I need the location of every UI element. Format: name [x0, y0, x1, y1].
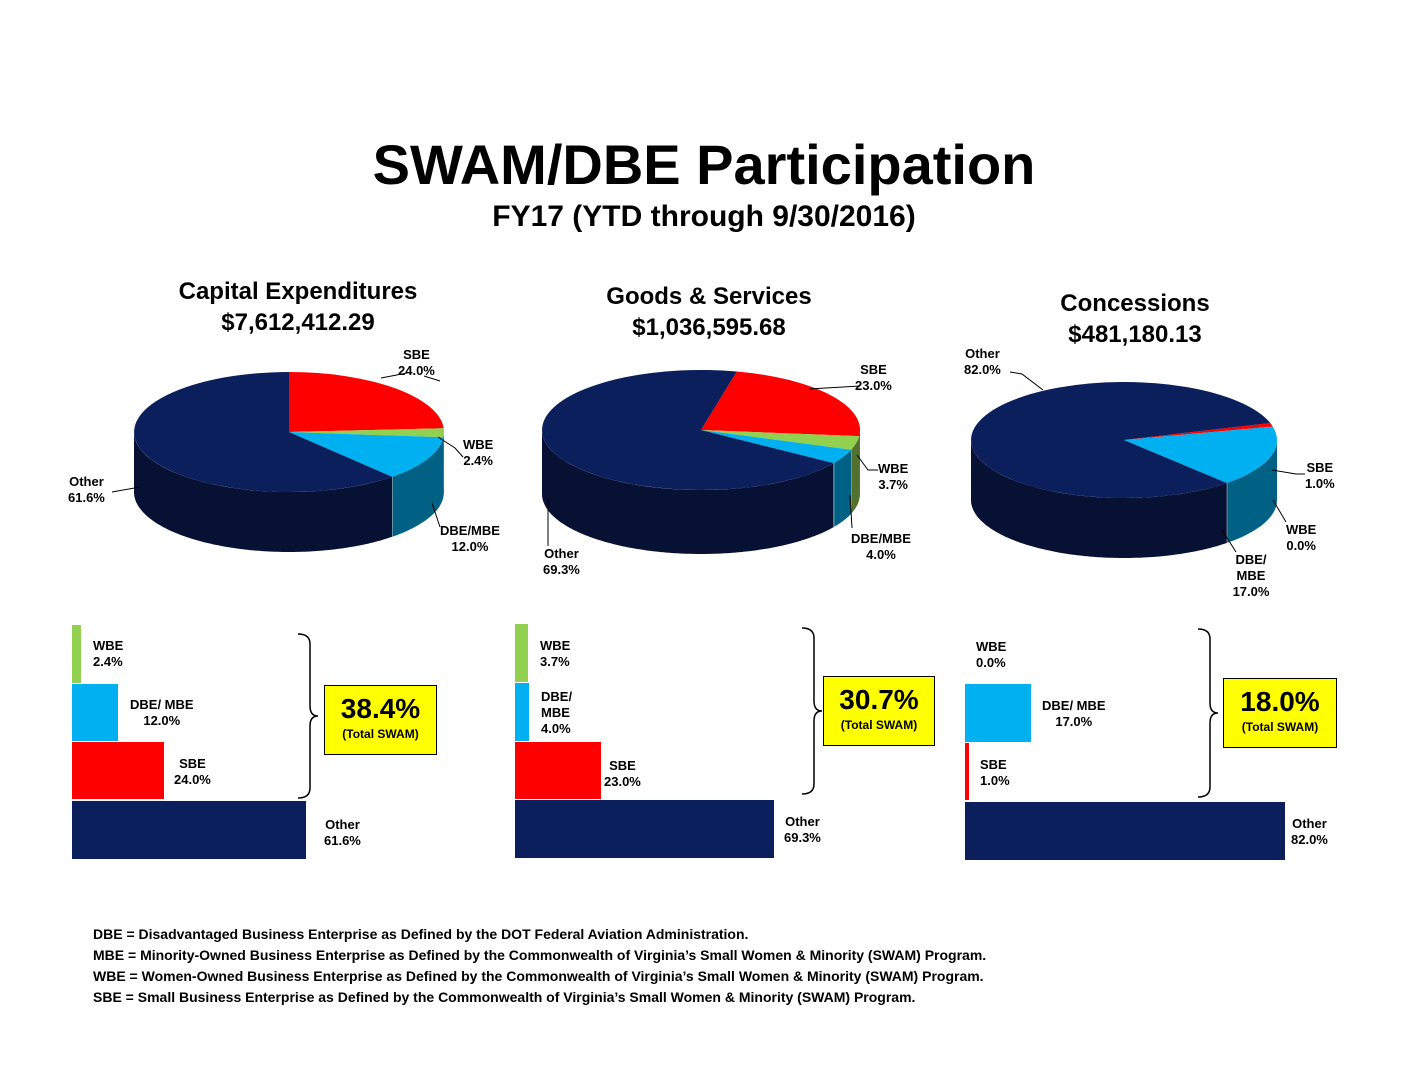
goods-total-swam-caption: (Total SWAM)	[840, 718, 918, 732]
goods-pie	[542, 369, 861, 554]
concessions-other-slice-side	[971, 440, 1227, 558]
concessions-sbe-bar-label: SBE 1.0%	[980, 757, 1010, 788]
capital-dbembe-slice	[289, 432, 444, 477]
capital-total-swam-pct: 38.4%	[340, 693, 421, 724]
concessions-total-swam-pct: 18.0%	[1240, 686, 1320, 717]
goods-brace	[801, 627, 823, 795]
capital-wbe-slice-side	[443, 432, 444, 497]
goods-wbe-bar	[515, 624, 528, 682]
goods-total-swam-box: 30.7% (Total SWAM)	[823, 676, 935, 746]
leader-line	[856, 454, 878, 471]
goods-sbe-bar	[515, 742, 601, 799]
concessions-sbe-bar	[965, 743, 969, 800]
concessions-dbembe-slice-side	[1227, 440, 1277, 543]
concessions-total-swam-caption: (Total SWAM)	[1241, 720, 1319, 734]
concessions-other-bar	[965, 802, 1285, 860]
capital-sbe-bar-label: SBE 24.0%	[174, 756, 211, 787]
leader-line	[423, 375, 441, 382]
capital-wbe-bar	[72, 625, 81, 683]
goods-wbe-bar-label: WBE 3.7%	[540, 638, 571, 669]
capital-other-slice	[134, 372, 393, 492]
footnote-sbe: SBE = Small Business Enterprise as Defin…	[93, 989, 916, 1005]
footnotes: DBE = Disadvantaged Business Enterprise …	[93, 924, 986, 1008]
goods-amount: $1,036,595.68	[632, 314, 786, 341]
capital-amount: $7,612,412.29	[221, 309, 375, 336]
footnote-dbe: DBE = Disadvantaged Business Enterprise …	[93, 926, 749, 942]
concessions-dbe-label: DBE/ MBE 17.0%	[1232, 552, 1270, 599]
concessions-dbembe-slice	[1124, 426, 1277, 483]
concessions-wbe-label: WBE 0.0%	[1286, 522, 1317, 553]
concessions-amount: $481,180.13	[1068, 321, 1202, 348]
concessions-dbe-bar-label: DBE/ MBE 17.0%	[1042, 698, 1106, 729]
leader-line	[380, 372, 408, 379]
concessions-title: Concessions	[1060, 290, 1210, 317]
goods-sbe-label: SBE 23.0%	[855, 362, 892, 393]
goods-dbembe-slice-side	[834, 449, 852, 527]
capital-wbe-slice	[289, 428, 445, 438]
leader-line	[1009, 371, 1044, 391]
concessions-total-swam-box: 18.0% (Total SWAM)	[1223, 678, 1337, 748]
goods-sbe-bar-label: SBE 23.0%	[604, 758, 641, 789]
leader-line	[111, 486, 141, 493]
goods-dbe-bar-label: DBE/ MBE 4.0%	[541, 689, 573, 736]
capital-other-bar-label: Other 61.6%	[324, 817, 361, 848]
leader-line	[1221, 529, 1237, 553]
page-title: SWAM/DBE Participation	[372, 133, 1036, 196]
goods-dbembe-slice	[701, 430, 852, 464]
concessions-wbe-bar-label: WBE 0.0%	[976, 639, 1007, 670]
capital-total-swam-caption: (Total SWAM)	[342, 727, 419, 741]
goods-other-slice	[542, 369, 834, 490]
goods-wbe-label: WBE 3.7%	[878, 461, 909, 492]
capital-dbe-bar	[72, 684, 118, 741]
capital-other-bar	[72, 801, 306, 859]
page-subtitle: FY17 (YTD through 9/30/2016)	[492, 200, 916, 233]
capital-dbe-bar-label: DBE/ MBE 12.0%	[130, 697, 194, 728]
goods-other-label: Other 69.3%	[543, 546, 580, 577]
concessions-pie	[971, 382, 1277, 558]
leader-line	[808, 385, 861, 390]
leader-line	[1271, 469, 1305, 475]
goods-sbe-slice	[701, 371, 861, 437]
capital-dbe-label: DBE/MBE 12.0%	[440, 523, 500, 554]
capital-sbe-bar	[72, 742, 164, 799]
leader-line	[849, 494, 853, 529]
goods-title: Goods & Services	[606, 283, 812, 310]
concessions-other-bar-label: Other 82.0%	[1291, 816, 1328, 847]
goods-dbe-label: DBE/MBE 4.0%	[851, 531, 911, 562]
footnote-mbe: MBE = Minority-Owned Business Enterprise…	[93, 947, 987, 963]
concessions-sbe-slice	[1124, 423, 1273, 440]
capital-title: Capital Expenditures	[178, 278, 418, 305]
goods-wbe-slice	[701, 430, 860, 450]
capital-pie	[134, 372, 445, 552]
capital-sbe-label: SBE 24.0%	[398, 347, 435, 378]
leader-line	[431, 502, 441, 528]
concessions-brace	[1197, 628, 1219, 798]
capital-total-swam-box: 38.4% (Total SWAM)	[324, 685, 437, 755]
capital-brace	[297, 633, 319, 799]
capital-chart-title: Capital Expenditures $7,612,412.29	[118, 276, 478, 338]
goods-other-bar-label: Other 69.3%	[784, 814, 821, 845]
goods-other-bar	[515, 800, 774, 858]
leader-line	[437, 436, 464, 458]
goods-sbe-slice-side	[859, 430, 860, 500]
capital-dbembe-slice-side	[392, 437, 444, 537]
capital-wbe-label: WBE 2.4%	[463, 437, 494, 468]
goods-total-swam-pct: 30.7%	[839, 684, 919, 715]
capital-wbe-bar-label: WBE 2.4%	[93, 638, 124, 669]
leader-line	[1272, 499, 1287, 523]
goods-chart-title: Goods & Services $1,036,595.68	[529, 281, 889, 343]
capital-sbe-slice	[289, 372, 444, 432]
goods-dbe-bar	[515, 683, 529, 741]
concessions-dbe-bar	[965, 684, 1031, 742]
concessions-other-slice	[971, 382, 1271, 499]
leader-lines	[111, 371, 1305, 553]
footnote-wbe: WBE = Women-Owned Business Enterprise as…	[93, 968, 984, 984]
capital-other-label: Other 61.6%	[68, 474, 105, 505]
capital-other-slice-side	[134, 432, 393, 552]
concessions-other-label: Other 82.0%	[964, 346, 1001, 377]
concessions-sbe-label: SBE 1.0%	[1305, 460, 1335, 491]
goods-other-slice-side	[542, 430, 834, 554]
concessions-chart-title: Concessions $481,180.13	[955, 288, 1315, 350]
